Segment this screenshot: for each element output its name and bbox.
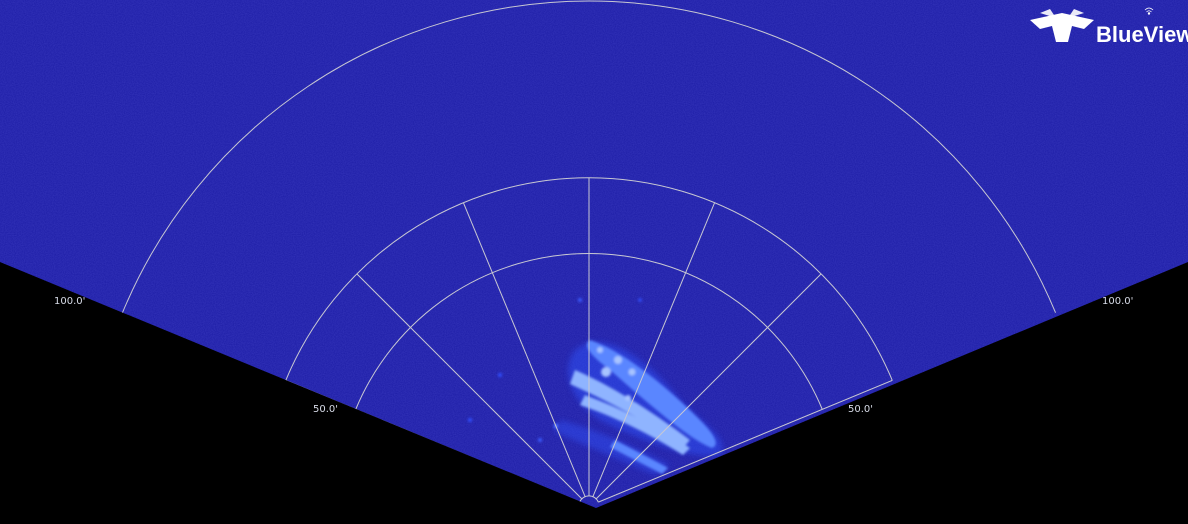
- echo-blob: [601, 367, 611, 377]
- echo-streak: [570, 370, 690, 447]
- brand-name: BlueView: [1096, 22, 1188, 47]
- echo-streak: [610, 440, 668, 474]
- echo-blob: [628, 368, 636, 376]
- echo-blob: [597, 347, 603, 353]
- teledyne-t-icon: [1030, 9, 1094, 42]
- range-label-100-left: 100.0': [54, 296, 85, 307]
- echo-blob: [498, 373, 502, 377]
- range-label-50-left: 50.0': [313, 404, 338, 415]
- range-label-50-right: 50.0': [848, 404, 873, 415]
- range-ring-100: [121, 0, 1057, 313]
- bearing-line: [356, 273, 583, 500]
- echo-blob: [538, 438, 542, 442]
- range-labels: 100.0' 100.0' 50.0' 50.0': [54, 296, 1133, 415]
- echo-streak: [580, 395, 690, 455]
- bearing-line: [598, 379, 893, 503]
- bearing-line: [592, 202, 716, 497]
- echo-blob: [468, 418, 472, 422]
- origin-ring: [579, 495, 599, 503]
- echo-blob: [614, 356, 622, 364]
- bearing-line: [462, 202, 586, 497]
- echo-blob: [638, 298, 642, 302]
- range-label-100-right: 100.0': [1102, 296, 1133, 307]
- echo-returns: [468, 298, 723, 475]
- bearing-line: [595, 273, 822, 500]
- wifi-icon: [1144, 7, 1154, 15]
- echo-blob: [625, 395, 631, 401]
- echo-blob: [578, 298, 582, 302]
- brand-logo: BlueView: [1030, 7, 1188, 47]
- echo-streak: [586, 340, 716, 448]
